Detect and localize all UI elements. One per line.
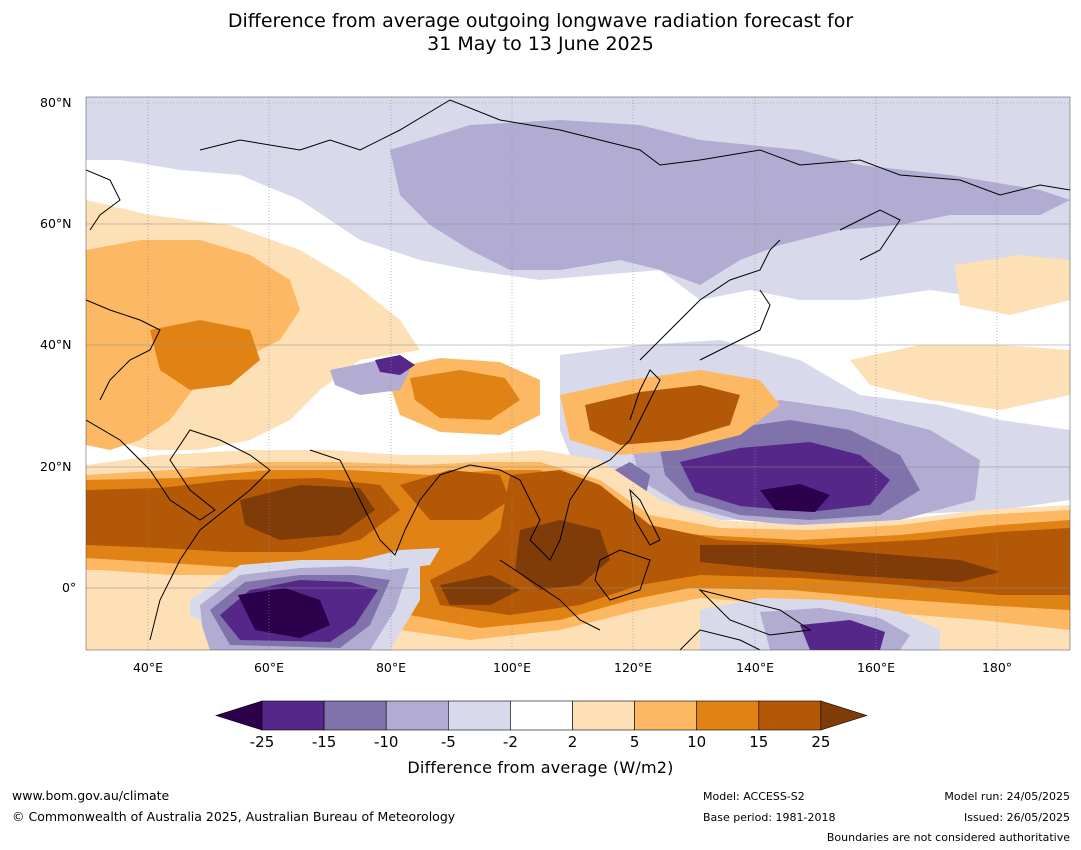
lon-label-60e: 60°E — [253, 660, 285, 675]
colorbar-tick-label: -5 — [440, 733, 456, 751]
colorbar-segment — [634, 700, 697, 731]
chart-title: Difference from average outgoing longwav… — [0, 10, 1081, 56]
colorbar-segment — [696, 700, 760, 731]
title-line-1: Difference from average outgoing longwav… — [227, 10, 854, 32]
colorbar-under-arrow — [215, 700, 263, 731]
region-indian-ocean-core — [440, 575, 520, 605]
coast-arctic — [199, 99, 1070, 196]
coast-india — [309, 449, 471, 556]
colorbar-segment — [385, 700, 449, 731]
region-east-siberia-purple — [700, 140, 860, 205]
colorbar-tick-label: 15 — [749, 733, 769, 751]
lon-label-100e: 100°E — [492, 660, 532, 675]
lon-label-160e: 160°E — [856, 660, 896, 675]
colorbar-segment — [261, 700, 325, 731]
coast-europe-south — [86, 299, 161, 401]
region-tibet-dark-orange — [410, 370, 520, 420]
region-caspian-dark-orange — [150, 320, 260, 390]
lon-label-140e: 140°E — [735, 660, 775, 675]
region-bay-of-bengal-brown — [400, 470, 510, 520]
coast-scandinavia — [86, 169, 121, 231]
region-pacific-equator-core — [700, 545, 1000, 582]
title-line-2: 31 May to 13 June 2025 — [427, 33, 654, 55]
lon-label-80e: 80°E — [375, 660, 407, 675]
colorbar-tick-label: -2 — [502, 733, 518, 751]
lat-label-equator: 0° — [62, 580, 77, 595]
region-pacific-dark-purple — [680, 442, 890, 512]
lon-label-40e: 40°E — [132, 660, 164, 675]
lat-label-80n: 80°N — [40, 95, 72, 110]
footer-model-run: Model run: 24/05/2025 — [944, 790, 1070, 803]
coast-philippines — [629, 488, 661, 546]
colorbar-segment — [572, 700, 635, 731]
coast-kamchatka — [839, 209, 901, 261]
coast-africa-arabia — [86, 419, 271, 641]
colorbar-segment — [447, 700, 511, 731]
footer-website: www.bom.gov.au/climate — [12, 788, 170, 803]
map-frame — [85, 96, 1071, 651]
colorbar-tick-label: -25 — [249, 733, 275, 751]
colorbar-tick-label: -15 — [311, 733, 337, 751]
colorbar-tick-label: 25 — [811, 733, 831, 751]
footer-copyright: © Commonwealth of Australia 2025, Austra… — [12, 809, 456, 824]
lon-label-180: 180° — [981, 660, 1013, 675]
footer-disclaimer: Boundaries are not considered authoritat… — [826, 831, 1070, 844]
colorbar-tick-label: 5 — [629, 733, 640, 751]
coast-sumatra-borneo — [499, 549, 651, 631]
colorbar — [215, 700, 868, 731]
colorbar-tick-label: 2 — [567, 733, 578, 751]
footer-base-period: Base period: 1981-2018 — [703, 811, 836, 824]
coast-china-korea — [639, 239, 781, 361]
colorbar-segment — [323, 700, 387, 731]
coast-indochina — [469, 369, 661, 561]
region-pacific-light-orange-north — [850, 345, 1070, 410]
colorbar-segment — [758, 700, 822, 731]
region-central-asia-dark-purple — [375, 355, 415, 375]
colorbar-segment — [510, 700, 573, 731]
region-china-dark-orange — [585, 385, 740, 445]
coast-new-guinea — [698, 589, 812, 636]
lat-label-20n: 20°N — [40, 459, 72, 474]
region-south-indian-core — [238, 588, 330, 638]
colorbar-tick-label: -10 — [373, 733, 399, 751]
region-south-china-sea-core — [515, 520, 610, 590]
gridlines — [86, 97, 1070, 650]
coast-australia — [679, 629, 761, 650]
region-coral-sea-dark-purple — [800, 620, 885, 650]
colorbar-over-arrow — [820, 700, 868, 731]
region-equatorial-indian-light-purple — [340, 548, 440, 570]
coast-japan — [699, 289, 771, 361]
region-pacific-light-orange-east — [955, 255, 1070, 315]
lat-label-40n: 40°N — [40, 337, 72, 352]
colorbar-tick-label: 10 — [687, 733, 707, 751]
region-siberia-purple — [390, 120, 1070, 285]
footer-issued: Issued: 26/05/2025 — [963, 811, 1070, 824]
colorbar-label: Difference from average (W/m2) — [407, 758, 674, 777]
anomaly-fields — [86, 97, 1070, 650]
region-pacific-core — [760, 484, 830, 512]
lon-label-120e: 120°E — [613, 660, 653, 675]
region-arabian-sea-core — [240, 485, 375, 540]
footer-model: Model: ACCESS-S2 — [703, 790, 805, 803]
coastlines — [86, 99, 1070, 650]
lat-label-60n: 60°N — [40, 216, 72, 231]
